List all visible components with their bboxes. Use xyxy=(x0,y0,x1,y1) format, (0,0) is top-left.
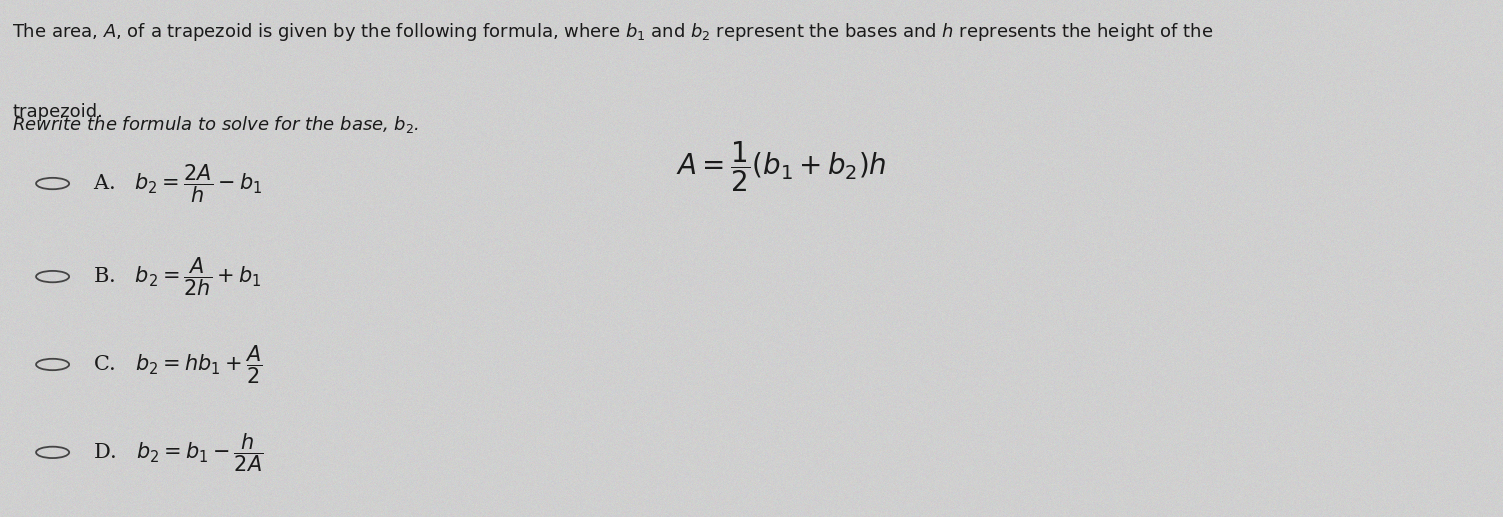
Text: Rewrite the formula to solve for the base, $b_2$.: Rewrite the formula to solve for the bas… xyxy=(12,114,419,135)
Text: C.   $b_2 = hb_1 + \dfrac{A}{2}$: C. $b_2 = hb_1 + \dfrac{A}{2}$ xyxy=(93,343,263,386)
Text: The area, $A$, of a trapezoid is given by the following formula, where $b_1$ and: The area, $A$, of a trapezoid is given b… xyxy=(12,21,1213,43)
Text: D.   $b_2 = b_1 - \dfrac{h}{2A}$: D. $b_2 = b_1 - \dfrac{h}{2A}$ xyxy=(93,431,263,474)
Text: A.   $b_2 = \dfrac{2A}{h} - b_1$: A. $b_2 = \dfrac{2A}{h} - b_1$ xyxy=(93,162,263,205)
Text: $A = \dfrac{1}{2}(b_1 + b_2)h$: $A = \dfrac{1}{2}(b_1 + b_2)h$ xyxy=(676,140,887,194)
Text: B.   $b_2 = \dfrac{A}{2h} + b_1$: B. $b_2 = \dfrac{A}{2h} + b_1$ xyxy=(93,255,262,298)
Text: trapezoid.: trapezoid. xyxy=(12,103,102,121)
